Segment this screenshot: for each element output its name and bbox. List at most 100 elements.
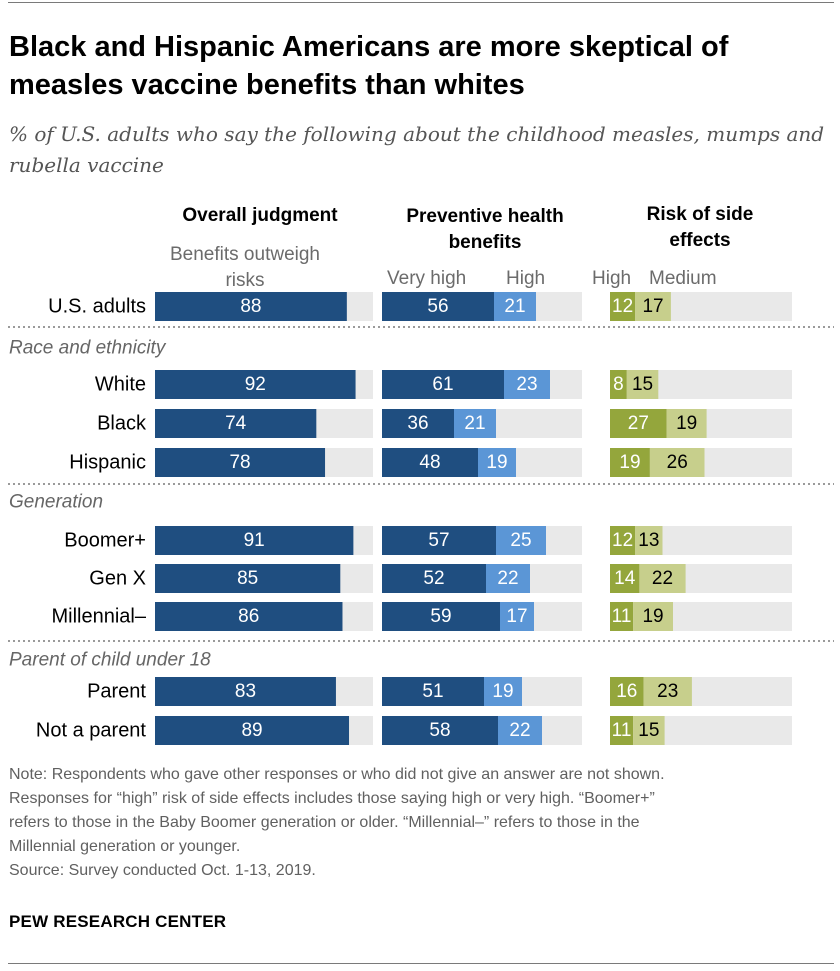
value-high: 17 bbox=[506, 606, 527, 627]
value-benefits-outweigh: 74 bbox=[225, 413, 247, 434]
bar-benefits-outweigh bbox=[155, 677, 336, 706]
sublabel-benefits: Benefits outweigh risks bbox=[170, 244, 320, 291]
sublabel-very-high: Very high bbox=[387, 268, 467, 289]
value-risk-high: 11 bbox=[612, 606, 632, 627]
chart-title: Black and Hispanic Americans are more sk… bbox=[9, 31, 729, 101]
bar-very-high bbox=[382, 716, 498, 745]
bottom-rule bbox=[8, 963, 834, 964]
bar-very-high bbox=[382, 409, 454, 438]
bar-benefits-outweigh bbox=[155, 564, 341, 593]
row-label: Hispanic bbox=[69, 452, 146, 474]
value-risk-medium: 19 bbox=[676, 413, 697, 434]
bar-risk-medium bbox=[666, 409, 707, 438]
bar-risk-medium bbox=[639, 564, 686, 593]
bar-risk-high bbox=[610, 448, 650, 477]
row-label: U.S. adults bbox=[48, 296, 146, 318]
bar-benefits-outweigh bbox=[155, 526, 354, 555]
header-risk: Risk of side effects bbox=[646, 204, 754, 251]
bar-high bbox=[494, 292, 536, 321]
value-risk-high: 27 bbox=[628, 413, 649, 434]
value-high: 22 bbox=[497, 568, 518, 589]
value-benefits-outweigh: 86 bbox=[238, 606, 259, 627]
bar-high bbox=[454, 409, 496, 438]
value-very-high: 36 bbox=[407, 413, 428, 434]
chart-svg: U.S. adults 88 56 21 12 17 Race and ethnicity W… bbox=[8, 292, 834, 745]
value-very-high: 57 bbox=[428, 530, 449, 551]
bar-benefits-outweigh bbox=[155, 409, 317, 438]
group-label: Parent of child under 18 bbox=[9, 650, 211, 671]
value-high: 22 bbox=[509, 720, 530, 741]
value-high: 21 bbox=[504, 296, 525, 317]
value-benefits-outweigh: 85 bbox=[237, 568, 258, 589]
value-high: 19 bbox=[492, 681, 513, 702]
value-risk-medium: 26 bbox=[667, 452, 688, 473]
row-label: Black bbox=[97, 413, 147, 435]
value-risk-medium: 22 bbox=[652, 568, 673, 589]
top-rule bbox=[8, 2, 834, 3]
sublabel-high: High bbox=[506, 268, 546, 289]
bar-very-high bbox=[382, 602, 500, 631]
bar-high bbox=[500, 602, 534, 631]
bar-very-high bbox=[382, 292, 494, 321]
header-overall: Overall judgment bbox=[182, 205, 338, 226]
value-risk-medium: 15 bbox=[632, 374, 653, 395]
value-very-high: 51 bbox=[422, 681, 443, 702]
bar-risk-medium bbox=[626, 370, 659, 399]
bar-high bbox=[486, 564, 530, 593]
row-label: White bbox=[95, 374, 146, 396]
row-label: Parent bbox=[87, 681, 146, 703]
value-benefits-outweigh: 92 bbox=[245, 374, 266, 395]
bar-risk-high bbox=[610, 564, 640, 593]
notes: Note: Respondents who gave other respons… bbox=[9, 763, 839, 883]
value-risk-medium: 23 bbox=[657, 681, 678, 702]
row-label: Not a parent bbox=[36, 720, 147, 742]
value-very-high: 48 bbox=[419, 452, 440, 473]
bar-benefits-outweigh bbox=[155, 602, 343, 631]
bar-risk-high bbox=[610, 292, 636, 321]
value-risk-high: 8 bbox=[613, 374, 624, 395]
sublabel-risk-high: High bbox=[592, 268, 632, 289]
bar-risk-medium bbox=[643, 677, 692, 706]
bar-benefits-outweigh bbox=[155, 716, 350, 745]
sublabel-risk-medium: Medium bbox=[649, 268, 717, 289]
group-label: Race and ethnicity bbox=[9, 338, 167, 359]
value-very-high: 52 bbox=[423, 568, 444, 589]
value-risk-high: 12 bbox=[612, 296, 633, 317]
bar-risk-medium bbox=[633, 716, 665, 745]
source-line: Source: Survey conducted Oct. 1-13, 2019… bbox=[9, 862, 316, 879]
value-very-high: 61 bbox=[432, 374, 453, 395]
bar-high bbox=[478, 448, 516, 477]
value-high: 25 bbox=[510, 530, 531, 551]
bar-benefits-outweigh bbox=[155, 370, 356, 399]
bar-risk-medium bbox=[633, 602, 673, 631]
bar-risk-high bbox=[610, 526, 636, 555]
bar-very-high bbox=[382, 526, 496, 555]
bar-high bbox=[504, 370, 550, 399]
value-risk-medium: 19 bbox=[642, 606, 663, 627]
bar-risk-high bbox=[610, 409, 667, 438]
note-line-2: Responses for “high” risk of side effect… bbox=[9, 790, 655, 807]
note-line-1: Note: Respondents who gave other respons… bbox=[9, 766, 665, 783]
value-risk-high: 12 bbox=[612, 530, 633, 551]
value-risk-high: 19 bbox=[619, 452, 640, 473]
bar-risk-high bbox=[610, 716, 634, 745]
bar-risk-medium bbox=[635, 526, 663, 555]
value-risk-medium: 17 bbox=[642, 296, 663, 317]
group-label: Generation bbox=[9, 492, 103, 513]
row-label: Boomer+ bbox=[64, 530, 146, 552]
bar-very-high bbox=[382, 370, 504, 399]
value-high: 21 bbox=[464, 413, 485, 434]
bar-risk-medium bbox=[635, 292, 671, 321]
note-line-4: Millennial generation or younger. bbox=[9, 838, 241, 855]
value-benefits-outweigh: 89 bbox=[241, 720, 262, 741]
value-very-high: 59 bbox=[430, 606, 451, 627]
chart-subtitle: % of U.S. adults who say the following a… bbox=[9, 122, 825, 177]
bar-very-high bbox=[382, 677, 484, 706]
value-risk-high: 11 bbox=[612, 720, 632, 741]
bar-very-high bbox=[382, 448, 478, 477]
bar-very-high bbox=[382, 564, 486, 593]
row-label: Millennial– bbox=[52, 606, 147, 628]
value-risk-high: 16 bbox=[616, 681, 637, 702]
value-very-high: 56 bbox=[427, 296, 448, 317]
bar-risk-high bbox=[610, 370, 627, 399]
